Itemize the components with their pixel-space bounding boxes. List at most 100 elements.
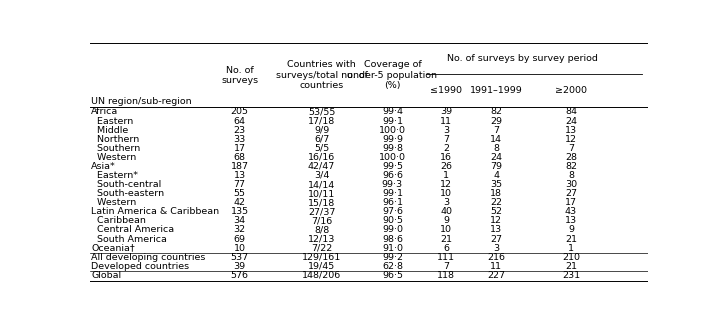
Text: 53/55: 53/55 (308, 108, 336, 116)
Text: 12: 12 (440, 180, 452, 189)
Text: 91·0: 91·0 (382, 244, 403, 252)
Text: 62·8: 62·8 (382, 262, 403, 271)
Text: 99·3: 99·3 (382, 180, 403, 189)
Text: 82: 82 (490, 108, 503, 116)
Text: 96·1: 96·1 (382, 198, 403, 207)
Text: 17/18: 17/18 (308, 116, 336, 125)
Text: 28: 28 (565, 153, 577, 162)
Text: 7: 7 (568, 144, 574, 153)
Text: Developed countries: Developed countries (91, 262, 189, 271)
Text: 99·4: 99·4 (382, 108, 403, 116)
Text: 96·5: 96·5 (382, 271, 403, 280)
Text: 97·6: 97·6 (382, 207, 403, 216)
Text: Africa: Africa (91, 108, 118, 116)
Text: South-central: South-central (91, 180, 161, 189)
Text: 82: 82 (565, 162, 577, 171)
Text: 16/16: 16/16 (308, 153, 336, 162)
Text: 27/37: 27/37 (308, 207, 336, 216)
Text: 12/13: 12/13 (308, 235, 336, 244)
Text: 9: 9 (443, 216, 449, 225)
Text: Coverage of
under-5 population
(%): Coverage of under-5 population (%) (348, 60, 438, 90)
Text: Oceania†: Oceania† (91, 244, 135, 252)
Text: 10: 10 (440, 189, 452, 198)
Text: 7/22: 7/22 (311, 244, 332, 252)
Text: 14/14: 14/14 (308, 180, 336, 189)
Text: 98·6: 98·6 (382, 235, 403, 244)
Text: 64: 64 (233, 116, 246, 125)
Text: 129/161: 129/161 (302, 253, 341, 262)
Text: 84: 84 (565, 108, 577, 116)
Text: 12: 12 (490, 216, 503, 225)
Text: 187: 187 (230, 162, 248, 171)
Text: 7/16: 7/16 (311, 216, 332, 225)
Text: 6: 6 (443, 244, 449, 252)
Text: 68: 68 (233, 153, 246, 162)
Text: 3: 3 (443, 125, 449, 135)
Text: Eastern*: Eastern* (91, 171, 138, 180)
Text: 22: 22 (490, 198, 503, 207)
Text: 33: 33 (233, 135, 246, 144)
Text: 13: 13 (233, 171, 246, 180)
Text: 3/4: 3/4 (314, 171, 329, 180)
Text: 9: 9 (568, 226, 574, 235)
Text: No. of
surveys: No. of surveys (221, 66, 258, 85)
Text: 69: 69 (233, 235, 246, 244)
Text: 52: 52 (490, 207, 503, 216)
Text: 32: 32 (233, 226, 246, 235)
Text: Latin America & Caribbean: Latin America & Caribbean (91, 207, 220, 216)
Text: 13: 13 (490, 226, 503, 235)
Text: Eastern: Eastern (91, 116, 133, 125)
Text: 3: 3 (443, 198, 449, 207)
Text: Southern: Southern (91, 144, 140, 153)
Text: 99·9: 99·9 (382, 135, 403, 144)
Text: 99·5: 99·5 (382, 162, 403, 171)
Text: 8: 8 (493, 144, 499, 153)
Text: 1: 1 (568, 244, 574, 252)
Text: 10/11: 10/11 (308, 189, 336, 198)
Text: 216: 216 (487, 253, 505, 262)
Text: 21: 21 (440, 235, 452, 244)
Text: 148/206: 148/206 (302, 271, 341, 280)
Text: Asia*: Asia* (91, 162, 116, 171)
Text: 1991–1999: 1991–1999 (470, 86, 523, 95)
Text: 34: 34 (233, 216, 246, 225)
Text: 7: 7 (443, 135, 449, 144)
Text: Caribbean: Caribbean (91, 216, 146, 225)
Text: ≥2000: ≥2000 (555, 86, 587, 95)
Text: 10: 10 (440, 226, 452, 235)
Text: 55: 55 (233, 189, 246, 198)
Text: 18: 18 (490, 189, 503, 198)
Text: 17: 17 (565, 198, 577, 207)
Text: 26: 26 (440, 162, 452, 171)
Text: 96·6: 96·6 (382, 171, 403, 180)
Text: 99·0: 99·0 (382, 226, 403, 235)
Text: 11: 11 (440, 116, 452, 125)
Text: 43: 43 (565, 207, 577, 216)
Text: 135: 135 (230, 207, 248, 216)
Text: 29: 29 (490, 116, 503, 125)
Text: 118: 118 (437, 271, 455, 280)
Text: 30: 30 (565, 180, 577, 189)
Text: 16: 16 (440, 153, 452, 162)
Text: 99·2: 99·2 (382, 253, 403, 262)
Text: 4: 4 (493, 171, 499, 180)
Text: 100·0: 100·0 (379, 125, 406, 135)
Text: 8: 8 (568, 171, 574, 180)
Text: 13: 13 (565, 125, 577, 135)
Text: 11: 11 (490, 262, 503, 271)
Text: 7: 7 (443, 262, 449, 271)
Text: 537: 537 (230, 253, 248, 262)
Text: 231: 231 (562, 271, 580, 280)
Text: 227: 227 (487, 271, 505, 280)
Text: 100·0: 100·0 (379, 153, 406, 162)
Text: 99·1: 99·1 (382, 189, 403, 198)
Text: 99·1: 99·1 (382, 116, 403, 125)
Text: 8/8: 8/8 (314, 226, 329, 235)
Text: South-eastern: South-eastern (91, 189, 164, 198)
Text: 17: 17 (233, 144, 246, 153)
Text: 42/47: 42/47 (308, 162, 336, 171)
Text: Western: Western (91, 198, 136, 207)
Text: 40: 40 (440, 207, 452, 216)
Text: 79: 79 (490, 162, 503, 171)
Text: South America: South America (91, 235, 167, 244)
